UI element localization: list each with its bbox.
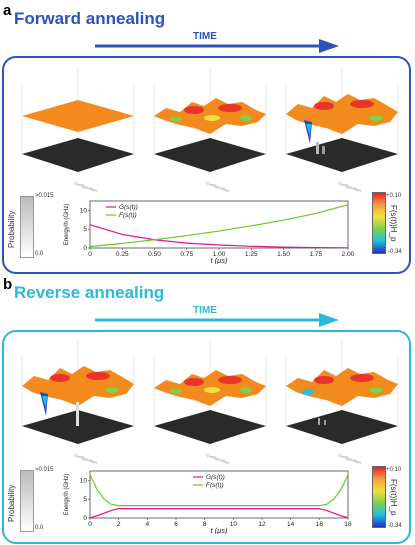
panel-a-chart-series-g-line bbox=[89, 224, 349, 249]
panel-a-chart-legend-label: F(s(t)) bbox=[119, 212, 137, 219]
panel-b-chart-legend-label: F(s(t)) bbox=[206, 482, 224, 489]
panel-b-frame bbox=[2, 330, 411, 544]
panel-a-frame bbox=[2, 56, 411, 274]
panel-b-chart-xtick-label: 6 bbox=[174, 521, 178, 528]
panel-a-chart-xtick-label: 2.00 bbox=[342, 251, 355, 258]
panel-b-landscape-1: Configuration bbox=[21, 340, 135, 464]
panel-b-time-arrow bbox=[95, 313, 339, 327]
panel-b-chart-series-g-line bbox=[89, 507, 349, 519]
panel-a-landscape-1: Configuration bbox=[21, 68, 135, 192]
panel-b-energy-colorbar bbox=[372, 466, 386, 528]
panel-a-chart: 0 0.25 0.50 0.75 1.00 1.25 1.50 1.75 2.00 0 5 10 t (… bbox=[64, 200, 355, 264]
panel-a-prob-cbar-top: >0.015 bbox=[35, 193, 54, 199]
panel-a-chart-xtick-label: 1.00 bbox=[213, 251, 226, 258]
panel-a-landscape-2: Configuration bbox=[153, 68, 267, 192]
panel-a-chart-ytick-label: 10 bbox=[80, 207, 88, 214]
svg-text:Configuration: Configuration bbox=[206, 452, 230, 464]
panel-b-chart-xlabel: t (μs) bbox=[210, 526, 228, 534]
panel-a-chart-ytick-label: 5 bbox=[83, 226, 87, 233]
panel-b-chart-xtick-label: 10 bbox=[230, 521, 238, 528]
panel-a-time-label: TIME bbox=[193, 31, 217, 42]
panel-a-prob-cbar-label: Probability bbox=[7, 210, 16, 248]
svg-text:Configuration: Configuration bbox=[74, 180, 98, 192]
panel-b-chart-xtick-label: 18 bbox=[344, 521, 352, 528]
panel-a-prob-cbar-bottom: 0.0 bbox=[35, 251, 44, 257]
panel-b-chart-xtick-label: 16 bbox=[316, 521, 324, 528]
panel-b-chart-ylabel: Energy/h (GHz) bbox=[64, 474, 70, 516]
panel-a-chart-xtick-label: 1.25 bbox=[245, 251, 258, 258]
svg-text:Configuration: Configuration bbox=[338, 180, 362, 192]
panel-a-chart-legend-label: G(s(t)) bbox=[119, 204, 138, 211]
panel-a-chart-xlabel: t (μs) bbox=[210, 256, 228, 264]
panel-b-chart-ytick-label: 5 bbox=[83, 496, 87, 503]
panel-b-title: Reverse annealing bbox=[14, 283, 165, 302]
panel-a-chart-xtick-label: 1.50 bbox=[277, 251, 290, 258]
panel-b-landscape-3: Configuration bbox=[285, 340, 399, 464]
panel-b-chart-legend-label: G(s(t)) bbox=[206, 474, 225, 481]
panel-b-prob-colorbar bbox=[20, 470, 34, 532]
panel-b-prob-cbar-bottom: 0.0 bbox=[35, 525, 44, 531]
panel-b-chart-xtick-label: 2 bbox=[117, 521, 121, 528]
panel-b-chart-xtick-label: 12 bbox=[258, 521, 266, 528]
panel-b-chart-xtick-label: 4 bbox=[146, 521, 150, 528]
panel-a-chart-xtick-label: 0.75 bbox=[180, 251, 193, 258]
panel-a-chart-xtick-label: 1.75 bbox=[309, 251, 322, 258]
panel-b-energy-cbar-label: F(s(t))H_p bbox=[389, 479, 398, 516]
panel-a-energy-cbar-top: +0.10 bbox=[386, 193, 402, 199]
panel-b-chart-ytick-label: 10 bbox=[80, 477, 88, 484]
panel-a-energy-colorbar bbox=[372, 192, 386, 254]
panel-a-energy-cbar-bottom: -0.34 bbox=[388, 249, 402, 255]
panel-a-title: Forward annealing bbox=[14, 9, 166, 28]
panel-a-letter: a bbox=[3, 2, 12, 19]
panel-b-chart-xtick-label: 0 bbox=[88, 521, 92, 528]
svg-text:Configuration: Configuration bbox=[206, 180, 230, 192]
panel-b-chart-ytick-label: 0 bbox=[83, 515, 87, 522]
panel-a-chart-xtick-label: 0.25 bbox=[116, 251, 129, 258]
panel-a-landscape-3: Configuration bbox=[285, 68, 399, 192]
panel-a-chart-xtick-label: 0.50 bbox=[148, 251, 161, 258]
panel-a-energy-cbar-label: F(s(t))H_p bbox=[389, 205, 398, 242]
panel-b-chart-plot-area bbox=[89, 470, 349, 519]
panel-b-prob-cbar-label: Probability bbox=[7, 484, 16, 522]
panel-a-chart-xtick-label: 0 bbox=[88, 251, 92, 258]
panel-b-energy-cbar-bottom: -0.34 bbox=[388, 523, 402, 529]
panel-a-chart-ytick-label: 0 bbox=[83, 245, 87, 252]
panel-b-energy-cbar-top: +0.10 bbox=[386, 467, 402, 473]
panel-a-time-arrow bbox=[95, 39, 339, 53]
panel-a-chart-series-f-line bbox=[89, 204, 349, 248]
panel-a-chart-plot-area bbox=[89, 200, 349, 249]
panel-a-chart-ylabel: Energy/h (GHz) bbox=[64, 204, 70, 246]
panel-b-prob-cbar-top: >0.015 bbox=[35, 467, 54, 473]
panel-b-letter: b bbox=[3, 276, 13, 293]
panel-b-landscape-2: Configuration bbox=[153, 340, 267, 464]
svg-text:Configuration: Configuration bbox=[74, 452, 98, 464]
panel-b-time-label: TIME bbox=[193, 305, 217, 316]
panel-b-chart-xtick-label: 14 bbox=[287, 521, 295, 528]
panel-b-chart-series-f-line bbox=[89, 474, 349, 507]
panel-b-chart-xtick-label: 8 bbox=[203, 521, 207, 528]
panel-a-prob-colorbar bbox=[20, 196, 34, 258]
svg-text:Configuration: Configuration bbox=[338, 452, 362, 464]
